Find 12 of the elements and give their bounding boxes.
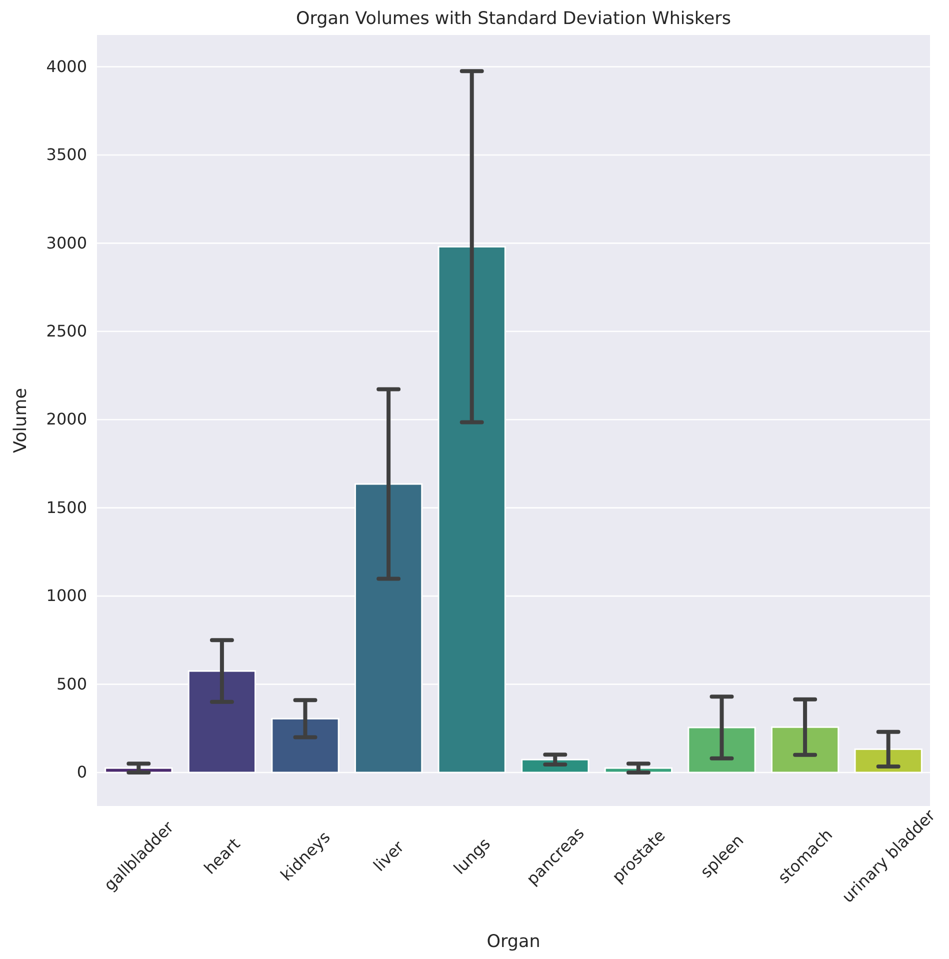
y-tick-label: 4000 [46, 56, 87, 76]
y-tick-label: 500 [56, 674, 87, 694]
y-tick-label: 1500 [46, 498, 87, 517]
y-tick-label: 2500 [46, 322, 87, 341]
y-tick-label: 3500 [46, 145, 87, 164]
x-axis-title: Organ [486, 932, 540, 952]
chart-title: Organ Volumes with Standard Deviation Whiskers [296, 9, 732, 29]
y-tick-label: 1000 [46, 586, 87, 606]
y-axis-title: Volume [11, 388, 31, 454]
y-tick-label: 2000 [46, 410, 87, 429]
y-tick-label: 3000 [46, 233, 87, 252]
y-tick-label: 0 [76, 762, 87, 782]
